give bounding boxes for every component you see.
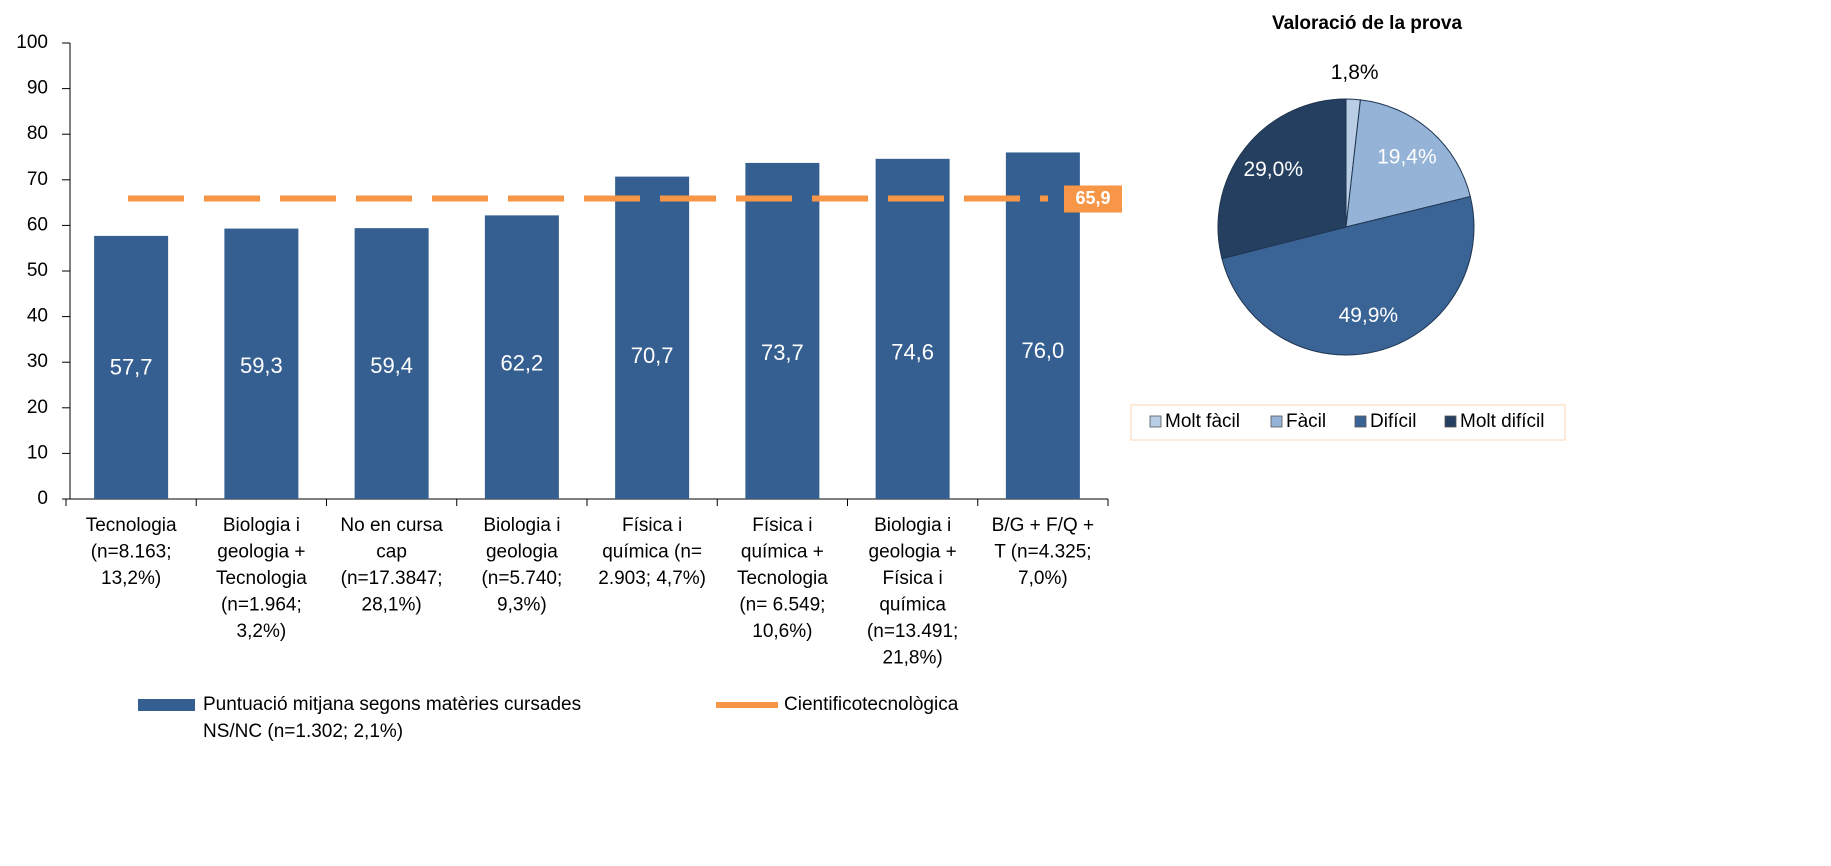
x-tick-label: 7,0%) xyxy=(1018,568,1068,589)
x-tick-label: 28,1%) xyxy=(362,595,422,616)
x-tick-label: (n=8.163; xyxy=(91,542,172,563)
x-tick-label: Biologia i xyxy=(223,515,300,536)
bar xyxy=(484,215,559,500)
legend-label: Molt difícil xyxy=(1460,411,1544,432)
legend-label: Fàcil xyxy=(1286,411,1326,432)
x-tick-label: Tecnologia xyxy=(737,568,828,589)
bar-value-label: 70,7 xyxy=(631,343,674,368)
reference-label-box xyxy=(1064,185,1122,213)
pie-value-label: 1,8% xyxy=(1331,61,1379,84)
y-tick-label: 50 xyxy=(27,260,48,281)
x-tick-label: (n=5.740; xyxy=(481,568,562,589)
x-tick-label: (n=13.491; xyxy=(867,621,958,642)
reference-label: 65,9 xyxy=(1075,188,1110,208)
pie-slice xyxy=(1345,99,1471,228)
x-tick-label: Tecnologia xyxy=(216,568,307,589)
legend-note: NS/NC (n=1.302; 2,1%) xyxy=(203,721,403,742)
x-tick-label: 10,6%) xyxy=(752,621,812,642)
x-tick-label: Biologia i xyxy=(874,515,951,536)
pie-legend-box xyxy=(1130,404,1566,441)
x-tick-label: química xyxy=(879,595,946,616)
bar-value-label: 59,3 xyxy=(240,353,283,378)
x-tick-label: cap xyxy=(376,542,407,563)
x-tick-label: (n= 6.549; xyxy=(739,595,825,616)
pie-title: Valoració de la prova xyxy=(1272,13,1463,34)
bar-value-label: 74,6 xyxy=(891,339,934,364)
y-tick-label: 20 xyxy=(27,397,48,418)
legend-label: Difícil xyxy=(1370,411,1416,432)
x-tick-label: química (n= xyxy=(602,542,702,563)
x-tick-label: 9,3%) xyxy=(497,595,547,616)
x-tick-label: (n=1.964; xyxy=(221,595,302,616)
y-tick-label: 90 xyxy=(27,78,48,99)
legend-swatch xyxy=(138,699,195,711)
pie-value-label: 19,4% xyxy=(1377,145,1437,168)
y-tick-label: 70 xyxy=(27,169,48,190)
x-tick-label: 3,2%) xyxy=(237,621,287,642)
x-tick-label: No en cursa xyxy=(340,515,443,536)
y-tick-label: 60 xyxy=(27,214,48,235)
bar-value-label: 73,7 xyxy=(761,340,804,365)
bar xyxy=(94,235,169,499)
x-tick-label: geologia xyxy=(486,542,558,563)
x-tick-label: Física i xyxy=(752,515,812,536)
y-tick-label: 30 xyxy=(27,351,48,372)
x-tick-label: (n=17.3847; xyxy=(341,568,443,589)
x-tick-label: 2.903; 4,7%) xyxy=(598,568,706,589)
bar xyxy=(745,162,820,500)
x-tick-label: Biologia i xyxy=(483,515,560,536)
bar-value-label: 62,2 xyxy=(500,351,543,376)
x-tick-label: Física i xyxy=(883,568,943,589)
legend-swatch xyxy=(1354,415,1367,428)
bar xyxy=(875,158,950,499)
pie-value-label: 29,0% xyxy=(1243,158,1303,181)
x-tick-label: 13,2%) xyxy=(101,568,161,589)
y-tick-label: 0 xyxy=(37,488,48,509)
bar xyxy=(224,228,299,500)
bar xyxy=(354,228,429,500)
bar-value-label: 57,7 xyxy=(110,355,153,380)
bar-value-label: 59,4 xyxy=(370,353,413,378)
x-tick-label: Tecnologia xyxy=(86,515,177,536)
x-tick-label: Física i xyxy=(622,515,682,536)
x-tick-label: 21,8%) xyxy=(883,648,943,669)
y-tick-label: 80 xyxy=(27,123,48,144)
bar-value-label: 76,0 xyxy=(1021,338,1064,363)
x-tick-label: geologia + xyxy=(869,542,957,563)
legend-label: Puntuació mitjana segons matèries cursad… xyxy=(203,694,581,715)
legend-label: Molt fàcil xyxy=(1165,411,1240,432)
legend-swatch xyxy=(1149,415,1162,428)
y-tick-label: 100 xyxy=(16,32,48,53)
pie-value-label: 49,9% xyxy=(1339,304,1399,327)
x-tick-label: B/G + F/Q + xyxy=(992,515,1094,536)
y-tick-label: 40 xyxy=(27,306,48,327)
y-tick-label: 10 xyxy=(27,442,48,463)
x-tick-label: geologia + xyxy=(217,542,305,563)
x-tick-label: T (n=4.325; xyxy=(994,542,1091,563)
legend-swatch xyxy=(1444,415,1457,428)
bar xyxy=(615,176,690,499)
x-tick-label: química + xyxy=(741,542,824,563)
pie-slice xyxy=(1217,98,1347,260)
legend-swatch xyxy=(1270,415,1283,428)
legend-label: Cientificotecnològica xyxy=(784,694,959,715)
